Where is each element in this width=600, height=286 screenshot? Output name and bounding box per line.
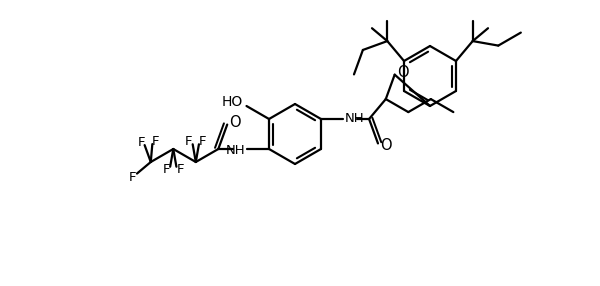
Text: O: O	[397, 65, 409, 80]
Text: F: F	[163, 163, 170, 176]
Text: O: O	[380, 138, 392, 153]
Text: F: F	[176, 163, 184, 176]
Text: HO: HO	[222, 95, 243, 109]
Text: F: F	[199, 135, 206, 148]
Text: NH: NH	[226, 144, 246, 156]
Text: F: F	[152, 135, 159, 148]
Text: F: F	[129, 171, 137, 184]
Text: F: F	[138, 136, 145, 149]
Text: F: F	[185, 135, 193, 148]
Text: O: O	[229, 115, 241, 130]
Text: NH: NH	[344, 112, 364, 124]
